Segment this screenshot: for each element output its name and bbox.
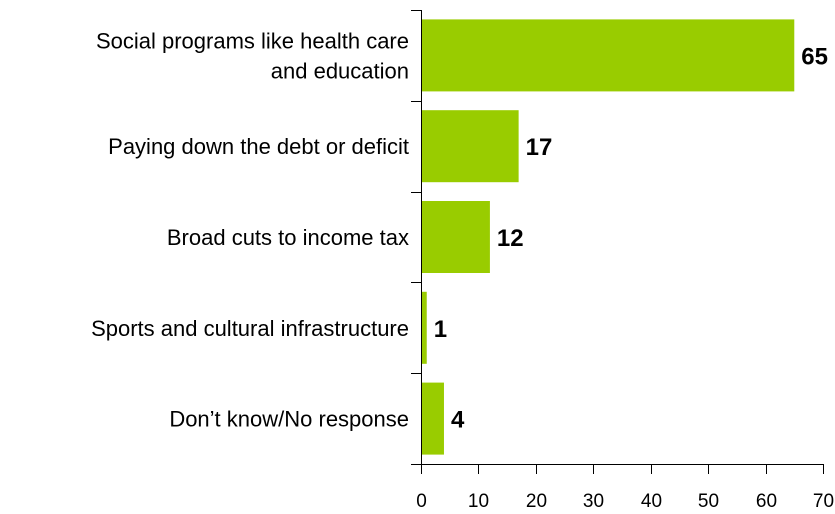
- category-labels-group: Social programs like health care and educ…: [91, 28, 409, 431]
- value-label: 12: [497, 225, 524, 252]
- bar: [422, 382, 444, 455]
- x-tick-label: 70: [813, 491, 834, 512]
- x-tick-label: 40: [641, 491, 662, 512]
- x-tick-label: 60: [756, 491, 777, 512]
- bar: [422, 291, 427, 364]
- value-label: 1: [434, 316, 447, 343]
- category-label: Social programs like health care and educ…: [96, 28, 409, 83]
- category-label: Paying down the debt or deficit: [108, 134, 409, 159]
- category-label: Don’t know/No response: [169, 407, 409, 432]
- x-tick-label: 20: [526, 491, 547, 512]
- x-tick-label: 50: [698, 491, 719, 512]
- axes-group: [421, 10, 823, 465]
- bar: [422, 201, 490, 273]
- ticks-group: 0 10 20 30 40 50 60 70: [411, 10, 834, 512]
- bars-group: [422, 19, 795, 455]
- value-label: 4: [451, 407, 465, 434]
- category-label: Sports and cultural infrastructure: [91, 316, 409, 341]
- value-labels-group: 65 17 12 1 4: [434, 43, 828, 433]
- x-tick-label: 10: [468, 491, 489, 512]
- x-tick-label: 30: [583, 491, 604, 512]
- value-label: 65: [801, 43, 828, 70]
- bar: [422, 110, 519, 183]
- value-label: 17: [526, 134, 553, 161]
- bar: [422, 19, 795, 92]
- x-tick-label: 0: [416, 491, 427, 512]
- category-label: Broad cuts to income tax: [167, 225, 409, 250]
